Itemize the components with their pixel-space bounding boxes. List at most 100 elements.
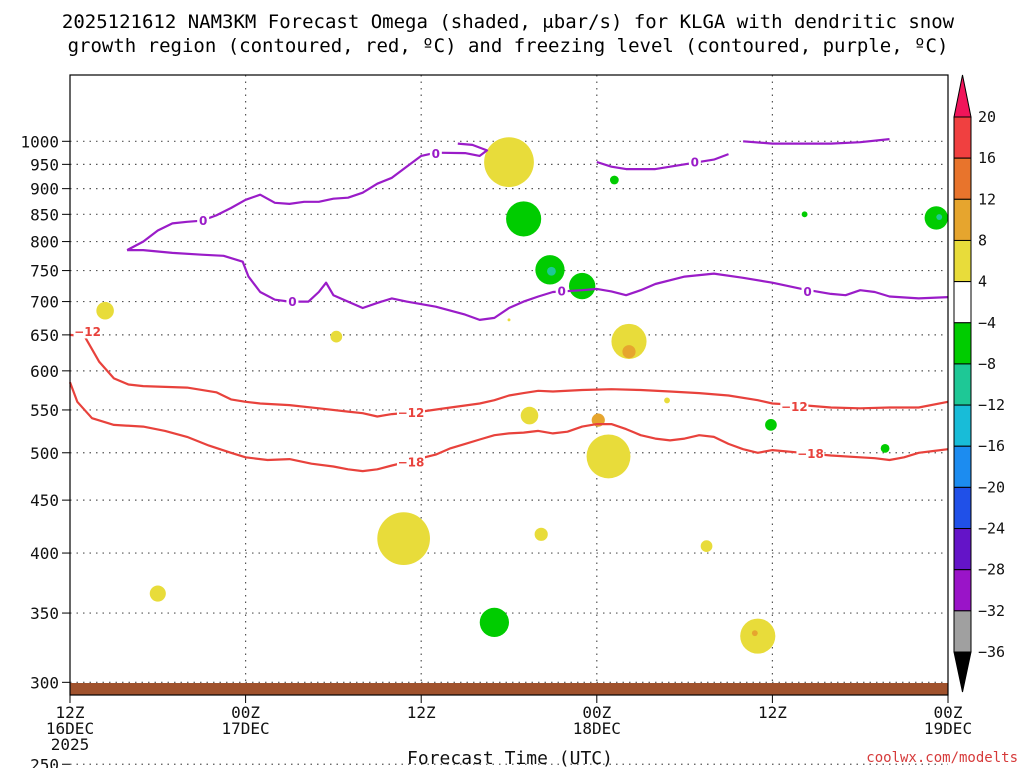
omega-region-0 [149, 585, 166, 602]
x-tick-label-1-1: 17DEC [222, 719, 270, 738]
contour-labels: −12 −18 −12 −18 −12 0 0 0 0 0 0 [73, 146, 825, 469]
colorbar-label-10: −24 [978, 520, 1005, 538]
y-tick-label-700: 700 [30, 293, 59, 312]
colorbar-label-0: 20 [978, 108, 996, 126]
colorbar-swatch-7 [953, 363, 972, 406]
colorbar: 20 16 12 8 4 −4 −8 −12 −16 −20 −24 −28 −32 −36 [953, 74, 1005, 693]
omega-region-8 [611, 323, 647, 359]
contour-label-bg-0 [73, 324, 102, 339]
y-tick-label-450: 450 [30, 491, 59, 510]
omega-region-5 [520, 406, 539, 425]
omega-region-17 [506, 201, 542, 237]
colorbar-label-2: 12 [978, 190, 996, 208]
contour-label-2: −12 [398, 406, 425, 420]
omega-region-24 [924, 206, 948, 230]
contour-label-bg-6 [197, 213, 210, 228]
y-tick-label-600: 600 [30, 362, 59, 381]
colorbar-swatch-3 [953, 198, 972, 241]
x-tick-label-1-0: 00Z [231, 703, 260, 722]
contour-freezing_lower [126, 142, 489, 252]
omega-region-7 [586, 434, 631, 479]
omega-region-3 [377, 512, 430, 565]
omega-region-6 [507, 318, 511, 322]
omega-region-12 [484, 137, 534, 187]
x-tick-label-0-0: 12Z [56, 703, 85, 722]
terrain-layer [70, 683, 948, 695]
x-axis-label: Forecast Time (UTC) [407, 748, 613, 768]
omega-region-23 [801, 211, 808, 218]
contour-label-9: 0 [691, 155, 699, 169]
colorbar-label-9: −20 [978, 478, 1005, 496]
omega-region-26 [936, 214, 943, 220]
contour-freezing_right [743, 138, 890, 145]
colorbar-label-3: 8 [978, 231, 987, 249]
omega-region-19 [568, 272, 596, 300]
colorbar-bottom-triangle [953, 651, 972, 693]
contour-label-bg-7 [555, 283, 568, 298]
y-tick-label-650: 650 [30, 326, 59, 345]
contour-label-10: 0 [803, 285, 811, 299]
contour-label-bg-8 [429, 146, 442, 161]
omega-region-22 [880, 443, 890, 453]
colorbar-swatch-4 [953, 239, 972, 283]
colorbar-swatch-9 [953, 445, 972, 488]
colorbar-swatch-1 [953, 116, 972, 159]
x-tick-label-5-1: 19DEC [924, 719, 972, 738]
contour-label-bg-10 [801, 284, 814, 299]
plot-frame [69, 74, 949, 696]
contour-label-4: −12 [781, 400, 808, 414]
omega-region-4 [534, 527, 548, 541]
y-tick-label-800: 800 [30, 233, 59, 252]
colorbar-swatch-8 [953, 404, 972, 447]
colorbar-label-6: −8 [978, 355, 996, 373]
omega-region-21 [765, 419, 777, 431]
y-tick-label-750: 750 [30, 262, 59, 281]
contour-label-7: 0 [558, 284, 566, 298]
omega-region-1 [96, 301, 114, 320]
colorbar-swatch-2 [953, 157, 972, 200]
y-axis-ticks: 250 300 350 400 450 500 550 600 650 700 750 800 850 9… [20, 132, 70, 768]
y-tick-label-850: 850 [30, 205, 59, 224]
colorbar-label-5: −4 [978, 314, 996, 332]
colorbar-label-8: −16 [978, 437, 1005, 455]
y-tick-label-1000: 1000 [20, 132, 59, 151]
contour-freezing_upper [127, 249, 949, 321]
terrain-band [70, 683, 948, 695]
omega-region-10 [700, 540, 713, 552]
contour-label-8: 0 [432, 147, 440, 161]
contour-label-bg-1 [396, 454, 425, 469]
colorbar-label-13: −36 [978, 643, 1005, 661]
y-tick-label-250: 250 [30, 755, 59, 768]
omega-shading [96, 137, 948, 654]
contour-label-5: 0 [288, 295, 296, 309]
omega-region-20 [609, 175, 619, 185]
y-tick-label-400: 400 [30, 544, 59, 563]
colorbar-label-4: 4 [978, 273, 987, 291]
contour-dgz_-18 [68, 381, 949, 473]
contour-label-0: −12 [74, 325, 101, 339]
chart-title-line2: growth region (contoured, red, ºC) and f… [68, 35, 949, 57]
x-tick-label-3-1: 18DEC [573, 719, 621, 738]
omega-region-9 [664, 397, 670, 404]
colorbar-swatch-10 [953, 486, 972, 530]
contour-label-bg-2 [396, 405, 425, 420]
omega-region-2 [330, 330, 343, 343]
y-tick-label-350: 350 [30, 604, 59, 623]
omega-region-25 [547, 266, 556, 276]
contour-label-bg-4 [780, 399, 809, 414]
y-tick-label-500: 500 [30, 444, 59, 463]
colorbar-label-11: −28 [978, 561, 1005, 579]
colorbar-swatch-5 [953, 281, 972, 324]
x-tick-label-3-0: 00Z [582, 703, 611, 722]
contour-label-bg-3 [796, 446, 825, 461]
contour-dgz_-12 [69, 333, 949, 418]
x-tick-label-0-1: 16DEC [46, 719, 94, 738]
omega-region-14 [622, 345, 636, 359]
colorbar-swatch-12 [953, 569, 972, 612]
omega-region-16 [479, 607, 509, 638]
y-tick-label-300: 300 [30, 673, 59, 692]
colorbar-label-7: −12 [978, 396, 1005, 414]
contour-label-bg-5 [286, 294, 299, 309]
colorbar-label-1: 16 [978, 149, 996, 167]
